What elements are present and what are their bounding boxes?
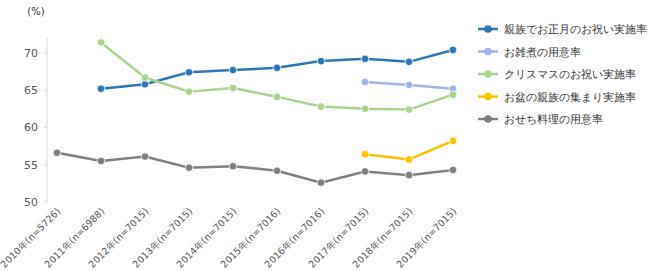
legend-marker — [484, 70, 492, 78]
x-tick-label: 2019年(n=7015) — [394, 206, 458, 270]
data-point — [273, 64, 281, 72]
data-point — [449, 166, 457, 174]
series-line — [101, 42, 453, 109]
y-tick — [44, 164, 47, 165]
legend-label: お盆の親族の集まり実施率 — [504, 91, 636, 104]
data-point — [449, 46, 457, 54]
y-tick — [44, 52, 47, 53]
data-point — [317, 103, 325, 111]
chart: (%)50556065702010年(n=5726)2011年(n=6988)2… — [0, 0, 668, 271]
y-tick — [44, 90, 47, 91]
y-unit-label: (%) — [27, 6, 44, 17]
data-point — [361, 168, 369, 176]
data-point — [361, 78, 369, 86]
legend-marker — [484, 115, 492, 123]
series-line — [365, 82, 453, 89]
data-point — [185, 164, 193, 172]
data-point — [317, 57, 325, 65]
y-tick-label: 60 — [24, 121, 38, 134]
data-point — [317, 179, 325, 187]
legend-label: クリスマスのお祝い実施率 — [504, 68, 636, 81]
data-point — [273, 167, 281, 175]
data-point — [97, 39, 105, 47]
data-point — [97, 157, 105, 165]
data-point — [229, 66, 237, 74]
data-point — [405, 58, 413, 66]
legend-label: 親族でお正月のお祝い実施率 — [504, 23, 647, 36]
data-point — [229, 84, 237, 92]
data-point — [141, 153, 149, 161]
data-point — [185, 88, 193, 96]
y-tick — [44, 202, 47, 203]
data-point — [361, 150, 369, 158]
data-point — [405, 171, 413, 179]
legend-marker — [484, 25, 492, 33]
y-tick-label: 70 — [24, 47, 38, 60]
data-point — [449, 137, 457, 145]
y-tick-label: 55 — [24, 159, 38, 172]
y-axis-line — [47, 38, 48, 202]
data-point — [53, 149, 61, 157]
legend-label: お雑煮の用意率 — [504, 46, 581, 59]
plot-area — [53, 39, 457, 187]
data-point — [449, 91, 457, 99]
data-point — [141, 74, 149, 82]
data-point — [405, 81, 413, 89]
data-point — [97, 85, 105, 93]
legend-label: おせち料理の用意率 — [504, 113, 603, 126]
series-line — [57, 153, 453, 183]
y-tick-label: 50 — [24, 196, 38, 209]
data-point — [229, 162, 237, 170]
y-tick — [44, 127, 47, 128]
data-point — [405, 106, 413, 114]
legend-marker — [484, 48, 492, 56]
data-point — [185, 68, 193, 76]
data-point — [361, 55, 369, 63]
legend-marker — [484, 93, 492, 101]
series-line — [101, 50, 453, 89]
data-point — [273, 93, 281, 101]
data-point — [361, 105, 369, 113]
y-tick-label: 65 — [24, 84, 38, 97]
data-point — [405, 156, 413, 164]
